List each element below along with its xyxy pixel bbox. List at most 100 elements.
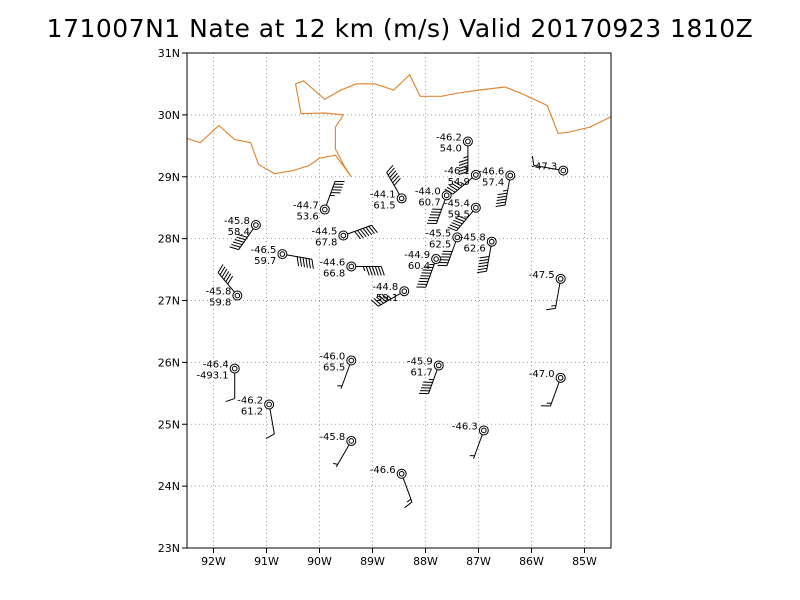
wind-speed-value: -493.1 xyxy=(196,371,228,382)
wind-barb-shaft xyxy=(446,241,457,266)
wind-barb-half-flag xyxy=(502,189,508,192)
wind-barb-shaft xyxy=(425,263,436,288)
wind-barb-shaft xyxy=(217,272,235,293)
temperature-value: -46.0 xyxy=(319,352,345,363)
station-circle xyxy=(264,399,275,410)
station-circle-inner xyxy=(507,172,514,179)
observation-station: -44.666.8 xyxy=(319,257,385,279)
station-circle xyxy=(486,236,497,247)
wind-barb-flag xyxy=(387,167,395,176)
station-circle-inner xyxy=(234,292,241,299)
wind-barb-flag xyxy=(377,266,382,276)
y-tick-label: 24N xyxy=(158,480,180,493)
wind-barb-flag xyxy=(458,159,469,163)
x-tick-label: 86W xyxy=(519,555,544,568)
station-circle xyxy=(441,190,452,201)
station-circle-inner xyxy=(253,222,259,228)
x-tick-label: 87W xyxy=(466,555,491,568)
station-circle-inner xyxy=(433,256,439,262)
observation-station: -44.567.8 xyxy=(311,224,378,249)
wind-barb-flag xyxy=(354,231,361,240)
y-tick-label: 25N xyxy=(158,418,180,431)
observation-station: -45.562.5 xyxy=(425,228,463,267)
wind-barb-half-flag xyxy=(551,304,557,307)
wind-speed-value: 66.8 xyxy=(323,268,345,279)
temperature-value: -44.1 xyxy=(370,189,396,200)
temperature-value: -45.9 xyxy=(407,356,433,367)
observation-station: -47.5 xyxy=(529,270,566,311)
wind-barb-shaft xyxy=(435,199,446,224)
wind-barb-flag xyxy=(374,266,379,276)
temperature-value: -46.2 xyxy=(436,132,462,143)
wind-barb-flag xyxy=(238,234,248,238)
map-title: 171007N1 Nate at 12 km (m/s) Valid 20170… xyxy=(46,14,754,43)
station-circle-inner xyxy=(435,362,442,369)
wind-barb-flag xyxy=(495,204,506,207)
wind-barb-flag xyxy=(370,299,379,307)
station-circle xyxy=(431,254,442,265)
wind-barb-flag xyxy=(223,271,230,280)
wind-barb-flag xyxy=(453,181,463,187)
station-circle-inner xyxy=(266,401,272,408)
wind-speed-value: 60.7 xyxy=(418,197,440,208)
wind-barb-flag xyxy=(225,273,232,283)
station-circle-inner xyxy=(560,167,567,174)
wind-barb-flag xyxy=(453,219,463,225)
wind-barb-flag xyxy=(389,170,397,178)
x-tick-label: 90W xyxy=(307,555,332,568)
x-tick-label: 92W xyxy=(201,555,226,568)
observation-station: -47.3 xyxy=(531,155,569,176)
temperature-value: -44.8 xyxy=(372,282,398,293)
wind-speed-value: 54.0 xyxy=(440,143,462,154)
station-circle xyxy=(277,249,288,260)
x-tick-label: 89W xyxy=(360,555,385,568)
temperature-value: -44.6 xyxy=(319,257,345,268)
station-circle-inner xyxy=(231,365,238,372)
wind-barb-half-flag xyxy=(460,181,465,185)
wind-barb-flag xyxy=(373,298,382,306)
observation-station: -45.858.4 xyxy=(224,216,261,251)
wind-speed-value: 60.4 xyxy=(408,261,430,272)
station-circle xyxy=(555,273,566,284)
temperature-value: -46.6 xyxy=(370,465,396,476)
wind-barb-flag xyxy=(234,239,244,243)
observation-station: -46.154.9 xyxy=(444,166,481,195)
temperature-value: -46.5 xyxy=(251,245,277,256)
y-tick-label: 23N xyxy=(158,542,180,555)
wind-barb-flag xyxy=(496,198,507,202)
station-circle-inner xyxy=(348,357,355,364)
wind-barb-shaft xyxy=(554,283,561,309)
wind-barb-flag xyxy=(219,266,226,276)
wind-barb-half-flag xyxy=(463,156,469,159)
y-tick-label: 30N xyxy=(158,109,180,122)
station-circle xyxy=(396,193,407,204)
wind-barb-half-flag xyxy=(333,462,338,465)
observation-layer: -46.254.0-46.154.9-46.657.4-47.3-44.161.… xyxy=(196,132,569,509)
station-circle-inner xyxy=(322,206,328,213)
wind-barb-flag xyxy=(458,168,469,172)
wind-barb-flag xyxy=(359,229,367,238)
wind-barb-flag xyxy=(393,177,401,186)
wind-barb-flag xyxy=(232,241,243,246)
station-circle-inner xyxy=(443,192,450,199)
wind-barb-flag xyxy=(458,171,469,175)
wind-barb-flag xyxy=(447,226,457,232)
wind-barb-flag xyxy=(479,255,490,259)
temperature-value: -44.5 xyxy=(311,227,337,238)
wind-speed-value: 65.5 xyxy=(323,363,345,374)
temperature-value: -46.3 xyxy=(452,421,478,432)
wind-speed-value: 57.4 xyxy=(482,178,504,189)
y-tick-label: 31N xyxy=(158,47,180,60)
observation-station: -46.065.5 xyxy=(319,352,357,389)
wind-barb-shaft xyxy=(335,444,350,468)
wind-speed-value: 67.8 xyxy=(315,238,337,249)
y-tick-label: 28N xyxy=(158,233,180,246)
temperature-value: -45.8 xyxy=(205,287,231,298)
wind-barb-flag xyxy=(376,296,384,304)
observation-station: -44.753.6 xyxy=(293,180,345,223)
wind-barb-flag xyxy=(305,258,308,268)
observation-station: -45.859.8 xyxy=(205,264,243,309)
station-circle xyxy=(452,232,463,243)
y-tick-labels: 23N 24N 25N 26N 27N 28N 29N 30N 31N xyxy=(158,47,187,555)
observation-station: -45.961.7 xyxy=(407,356,444,395)
